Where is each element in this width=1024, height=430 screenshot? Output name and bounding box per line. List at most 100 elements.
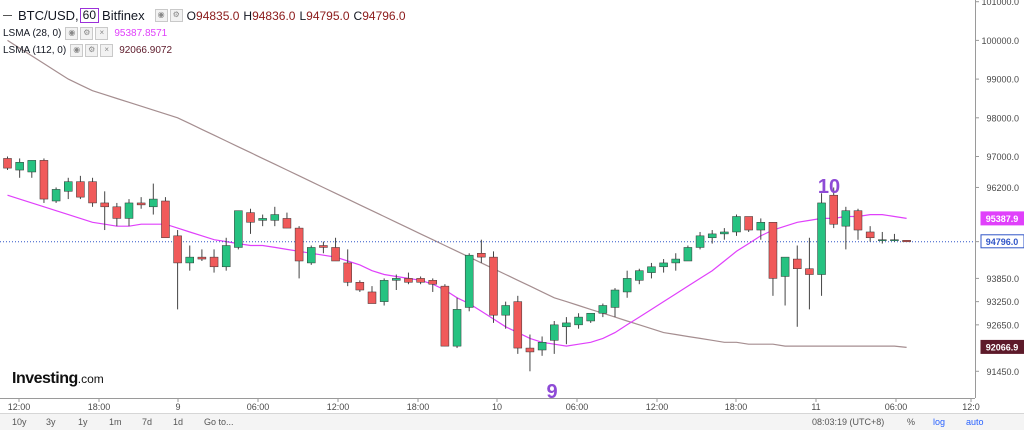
y-tick-label: 96200.0 [986,183,1019,193]
resolution-badge[interactable]: 60 [79,8,100,23]
symbol-name[interactable]: BTC/USD, [18,8,79,23]
eye-icon[interactable]: ◉ [154,9,168,22]
candle-up [379,280,389,302]
candle-up [452,309,462,347]
settings-icon[interactable]: ⚙ [85,44,99,57]
x-tick-label: 11 [811,402,820,412]
indicator-value-slow: 92066.9072 [119,45,173,56]
candle-up [307,247,316,264]
percent-toggle[interactable]: % [907,417,916,427]
candle-down [88,181,97,204]
candle-down [367,291,377,304]
candle-down [173,235,182,264]
candle-down [282,218,292,229]
price-label-2: 92066.9 [980,339,1024,354]
settings-icon[interactable]: ⚙ [169,9,183,22]
candle-up [598,305,608,314]
indicator-name-slow[interactable]: LSMA (112, 0) [3,45,67,56]
candle-down [319,245,328,248]
x-tick-label: 12:00 [646,402,669,412]
price-label-1: 94796.0 [980,234,1024,249]
candle-down [744,216,753,231]
candle-down [197,256,207,260]
collapse-icon[interactable] [3,15,12,16]
candle-down [331,247,340,262]
price-label-box [980,234,1024,249]
price-label-text: 92066.9 [986,342,1019,352]
price-chart[interactable]: 101000.0 100000.0 99000.0 98000.0 97000.0 962… [0,0,1024,413]
candle-up [501,305,510,316]
candle-up [635,270,644,281]
range-10y[interactable]: 10y [12,417,27,427]
y-tick-label: 101000.0 [981,0,1019,7]
range-1d[interactable]: 1d [173,417,184,427]
candle-up [464,254,474,308]
candle-down [428,280,437,285]
indicator-buttons-slow: ◉ ⚙ × [70,44,114,57]
auto-toggle[interactable]: auto [966,417,984,427]
candle-up [270,214,280,221]
x-tick-label: 18:00 [88,402,111,412]
x-tick-label: 9 [175,402,180,412]
candle-down [805,268,814,275]
candle-down [489,256,498,316]
range-1m[interactable]: 1m [109,417,122,427]
candle-up [586,312,595,322]
candle-up [15,162,24,171]
range-7d[interactable]: 7d [142,417,153,427]
y-tick-label: 98000.0 [986,113,1019,123]
candle-up [659,262,668,268]
price-label-text: 94796.0 [986,237,1019,247]
candle-down [477,253,486,258]
candle-up [392,278,401,281]
candle-down [513,301,523,349]
price-label-box [980,211,1024,226]
ohlc-open: O94835.0 [186,8,240,23]
close-icon[interactable]: × [95,27,109,40]
indicator-buttons-fast: ◉ ⚙ × [65,27,109,40]
range-3y[interactable]: 3y [46,417,56,427]
candle-down [161,200,170,239]
symbol-legend: BTC/USD, 60 Bitfinex ◉ ⚙ O94835.0 H94836… [3,8,406,23]
candle-up [732,216,741,233]
candle-up [258,218,267,221]
eye-icon[interactable]: ◉ [70,44,84,57]
candle-up [562,322,571,328]
goto-button[interactable]: Go to... [204,417,234,427]
price-label-0: 95387.9 [980,211,1024,226]
ohlc-low: L94795.0 [299,8,350,23]
x-tick-label: 10 [492,402,502,412]
candle-up [720,231,729,235]
candle-down [853,210,863,231]
y-tick-label: 97000.0 [986,152,1019,162]
candle-down [865,231,875,239]
log-toggle[interactable]: log [933,417,946,427]
candle-down [100,202,109,208]
candle-up [671,258,680,264]
candle-up [574,316,583,326]
candle-down [793,258,802,269]
indicator-name-fast[interactable]: LSMA (28, 0) [3,28,62,39]
candle-down [294,227,304,262]
settings-icon[interactable]: ⚙ [80,27,94,40]
y-tick-label: 92650.0 [986,320,1019,330]
close-icon[interactable]: × [100,44,114,57]
x-tick-label: 12:0 [962,402,980,412]
clock: 08:03:19 (UTC+8) [812,417,885,427]
ohlc-close: C94796.0 [353,8,406,23]
x-tick-label: 18:00 [725,402,748,412]
eye-icon[interactable]: ◉ [65,27,79,40]
range-1y[interactable]: 1y [78,417,88,427]
candle-up [890,239,899,241]
candle-up [647,266,656,273]
y-tick-label: 93250.0 [986,297,1019,307]
price-label-text: 95387.9 [986,214,1019,224]
candle-up [124,202,134,219]
x-tick-label: 06:00 [566,402,589,412]
candle-up [817,202,826,275]
candle-down [525,347,535,353]
indicator-value-fast: 95387.8571 [114,28,168,39]
price-label-box [980,339,1024,354]
candle-down [246,212,255,223]
candle-up [234,210,243,248]
